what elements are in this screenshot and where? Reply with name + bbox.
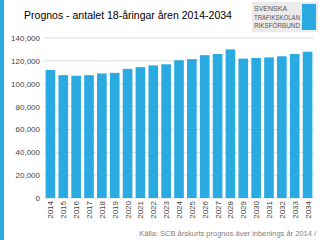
x-tick-label: 2023 [162,200,171,218]
bar [71,76,81,198]
x-tick-label: 2029 [239,200,248,218]
x-tick-label: 2032 [278,200,287,218]
y-tick-label: 80,000 [16,103,41,112]
bars [46,49,313,198]
x-tick-label: 2034 [304,200,313,218]
y-tick-label: 60,000 [16,125,41,134]
bar [136,67,146,198]
bar [148,65,158,198]
y-tick-label: 20,000 [16,171,41,180]
x-axis: 2014 2015 2016 2017 2018 2019 20202021 2022 2023… [46,200,312,218]
y-axis: 0 20,000 40,000 60,000 80,000 100,000 120,000 1… [11,34,314,203]
bar [187,59,197,198]
x-tick-label: 2025 [188,200,197,218]
sidebar [0,0,4,240]
y-tick-label: 0 [36,194,41,203]
x-tick-label: 2015 [59,200,68,218]
x-tick-label: 2016 [72,200,81,218]
y-tick-label: 140,000 [11,34,40,43]
bar [46,70,56,198]
x-tick-label: 2027 [214,200,223,218]
bar [226,49,236,198]
x-tick-label: 2021 [136,200,145,218]
bar [161,64,171,198]
bar [200,55,210,198]
x-tick-label: 2033 [291,200,300,218]
logo-text: TRAFIKSKOLAN [254,14,300,21]
x-tick-label: 2019 [111,200,120,218]
y-tick-label: 100,000 [11,80,40,89]
x-tick-label: 2022 [149,200,158,218]
x-tick-label: 2028 [226,200,235,218]
x-tick-label: 2014 [46,200,55,218]
bar [97,73,107,198]
x-tick-label: 2020 [124,200,133,218]
bar [238,59,248,198]
bar [174,60,184,198]
logo-box [252,2,318,32]
bar [277,56,287,198]
source-text: Källa: SCB årskurts prognos äver inbenin… [139,229,317,238]
bar [264,57,274,198]
logo-square [302,4,316,30]
chart: SVENSKA TRAFIKSKOLANRIKSFÖRBUND Prognos - … [0,0,320,240]
x-tick-label: 2026 [201,200,210,218]
logo: SVENSKA TRAFIKSKOLANRIKSFÖRBUND [252,2,318,32]
logo-text: RIKSFÖRBUND [254,22,300,29]
x-tick-label: 2024 [175,200,184,218]
bar [251,58,261,198]
bar [213,54,223,198]
bar [110,73,120,198]
logo-text: SVENSKA [254,5,287,12]
grid-line [44,38,314,39]
bar [84,75,94,198]
bar [123,69,133,198]
x-tick-label: 2030 [252,200,261,218]
x-tick-label: 2031 [265,200,274,218]
x-tick-label: 2017 [85,200,94,218]
y-tick-label: 40,000 [16,148,41,157]
x-tick-label: 2018 [98,200,107,218]
title: Prognos - antalet 18-åringar åren 2014-2… [24,9,232,21]
bar [290,54,300,198]
bar [303,52,313,198]
bar [58,75,68,198]
y-tick-label: 120,000 [11,57,40,66]
